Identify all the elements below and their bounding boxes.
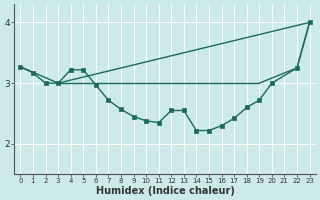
X-axis label: Humidex (Indice chaleur): Humidex (Indice chaleur): [96, 186, 234, 196]
